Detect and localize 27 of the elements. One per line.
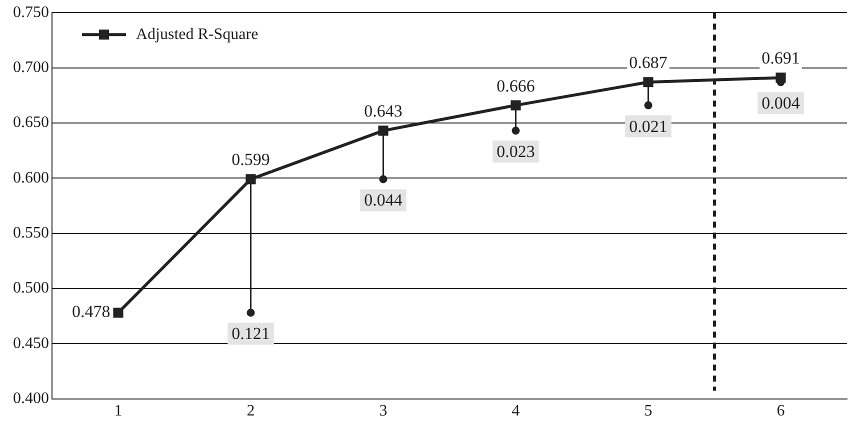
annotation: 0.044 [364,190,403,210]
x-tick-label: 4 [512,402,520,420]
x-tick-label: 1 [114,402,122,420]
data-label: 0.478 [72,302,110,322]
data-label: 0.687 [629,53,668,72]
data-label: 0.666 [496,76,535,96]
annotation: 0.121 [232,324,270,344]
annotation: 0.004 [762,94,800,113]
y-tick-label: 0.400 [13,390,49,408]
x-tick-label: 5 [644,402,652,420]
x-tick-label: 2 [246,402,255,420]
y-tick-label: 0.500 [13,280,49,297]
point [113,308,124,318]
y-tick-label: 0.700 [13,58,49,76]
y-tick-label: 0.650 [13,114,49,132]
y-tick-label: 0.450 [13,334,49,352]
data-label: 0.691 [762,48,800,68]
y-tick-label: 0.600 [13,169,49,186]
data-label: 0.599 [232,150,270,170]
y-tick-label: 0.550 [13,224,49,242]
legend-label: Adjusted R-Square [136,26,258,43]
x-tick-label: 6 [776,402,785,420]
annotation: 0.021 [629,116,668,136]
y-tick-label: 0.750 [13,4,49,21]
x-tick-label: 3 [379,402,388,420]
annotation: 0.023 [496,142,535,162]
data-label: 0.643 [364,102,402,121]
